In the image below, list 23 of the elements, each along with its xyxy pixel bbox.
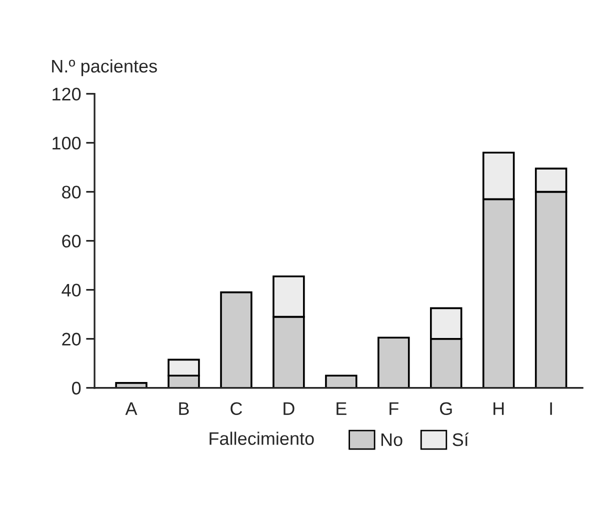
bar (325, 374, 358, 388)
x-tick-label: C (230, 402, 242, 416)
y-tick-label: 40 (62, 284, 81, 297)
y-tick-label: 80 (62, 186, 81, 199)
x-tick-label: B (179, 402, 189, 415)
bar (220, 291, 252, 388)
legend-label: No (381, 433, 402, 446)
y-axis-title: N.º pacientes (52, 59, 157, 76)
legend-title: Fallecimiento (210, 432, 314, 445)
y-tick-label: 20 (62, 332, 81, 346)
x-tick-label: F (390, 402, 398, 415)
x-tick-label: G (440, 402, 452, 416)
x-tick-label: E (336, 402, 346, 415)
bar (378, 336, 410, 388)
y-tick-label: 100 (52, 136, 81, 150)
x-tick-label: I (550, 402, 552, 415)
y-tick-label: 60 (62, 234, 81, 248)
x-tick-label: A (125, 402, 138, 415)
y-tick-label: 0 (72, 382, 81, 395)
x-tick-label: D (284, 402, 294, 415)
legend-label: Sí (452, 432, 469, 446)
y-tick-label: 120 (52, 88, 81, 101)
x-tick-label: H (494, 402, 504, 415)
